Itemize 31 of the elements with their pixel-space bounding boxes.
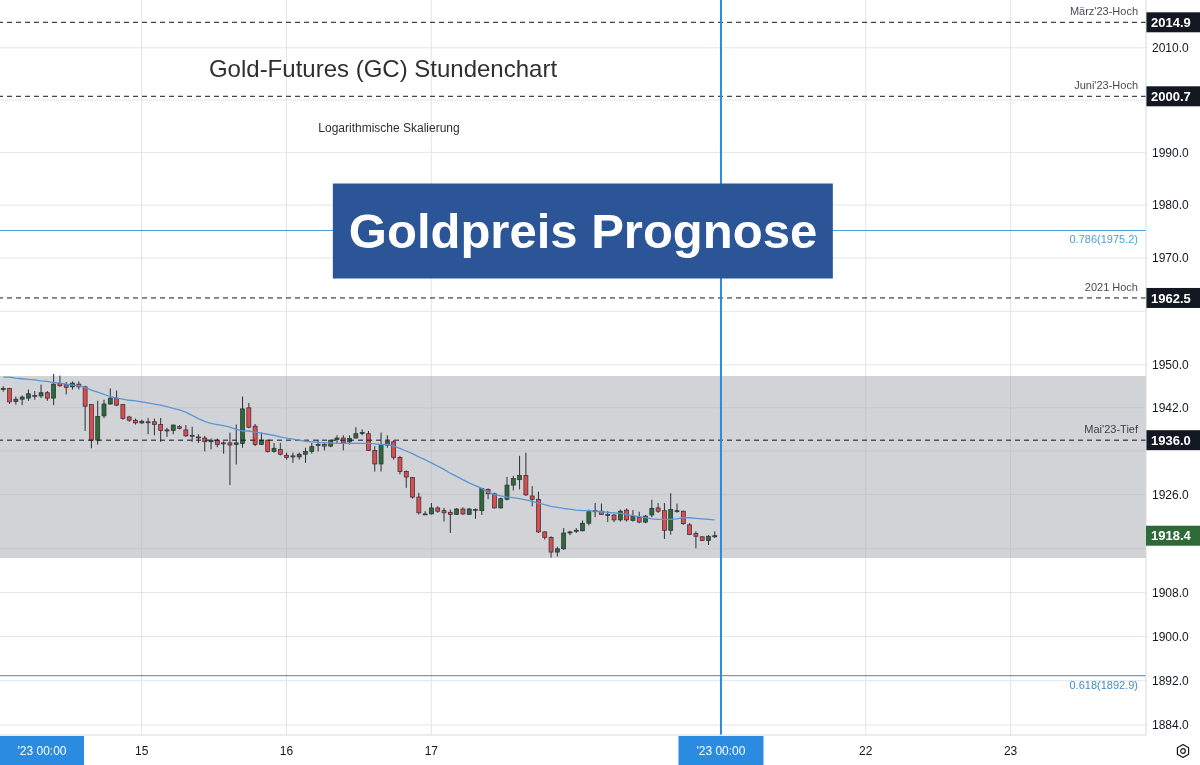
x-tick-label: 22 [859, 744, 873, 759]
ref-line-label: 1962.5 [1151, 290, 1191, 306]
annotation: Logarithmische Skalierung [318, 121, 460, 135]
y-tick-label: 1926.0 [1152, 487, 1190, 502]
annotation: März'23-Hoch [1069, 5, 1138, 19]
annotation: Juni'23-Hoch [1074, 79, 1138, 93]
annotation: Mai'23-Tief [1084, 423, 1138, 437]
y-tick-label: 1918.4 [1151, 528, 1192, 544]
x-tick-label: '23 00:00 [696, 744, 746, 759]
annotation: 2021 Hoch [1084, 280, 1138, 294]
ref-line-label: 2014.9 [1151, 14, 1191, 30]
ref-line-label: 1936.0 [1151, 432, 1191, 448]
text: Gold-Futures (GC) Stundenchart [208, 55, 558, 83]
y-tick-label: 1900.0 [1152, 629, 1190, 644]
x-tick-label: 15 [135, 744, 149, 759]
y-tick-label: 1970.0 [1152, 251, 1190, 266]
y-tick-label: 1908.0 [1152, 585, 1190, 600]
y-tick-label: 1980.0 [1152, 198, 1190, 213]
x-tick-label: 17 [424, 744, 439, 759]
x-tick-label: 16 [279, 744, 294, 759]
y-tick-label: 1884.0 [1152, 718, 1190, 733]
ref-line-label: 0.618(1892.9) [1069, 678, 1138, 691]
y-tick-label: 2010.0 [1152, 40, 1190, 55]
x-tick-label: 23 [1003, 744, 1018, 759]
y-tick-label: 1990.0 [1152, 145, 1190, 160]
text: Goldpreis Prognose [332, 183, 834, 279]
y-tick-label: 1892.0 [1152, 673, 1190, 688]
y-tick-label: 1950.0 [1152, 358, 1190, 372]
ref-line-label: 2000.7 [1151, 88, 1191, 104]
ref-line-label: 0.786(1975.2) [1069, 233, 1138, 246]
y-tick-label: 1942.0 [1152, 401, 1190, 416]
